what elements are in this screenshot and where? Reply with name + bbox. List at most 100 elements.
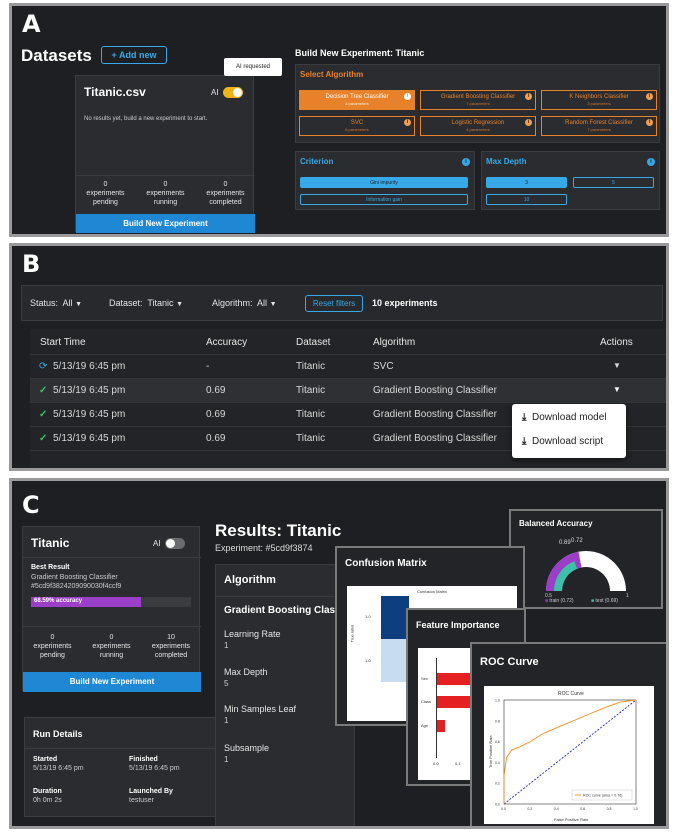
stat-completed: 10 experiments completed [151, 634, 191, 659]
ai-label: AI [153, 539, 161, 548]
info-icon[interactable]: i [404, 119, 411, 126]
run-details-title: Run Details [33, 729, 83, 739]
confusion-cell [381, 639, 409, 682]
build-experiment-title: Build New Experiment: Titanic [295, 48, 425, 58]
table-row[interactable]: ✓ 5/13/19 6:45 pm 0.69 Titanic Gradient … [30, 379, 666, 403]
balanced-accuracy-gauge: 0.69 0.72 0.5 1 [545, 538, 629, 599]
algorithm-header: Algorithm [224, 574, 276, 586]
roc-curve-card: ROC Curve ROC Curve False Positive Rate … [470, 642, 666, 826]
ai-tooltip: AI requested [224, 58, 282, 76]
stat-running: 0 experiments running [146, 181, 185, 206]
max-depth-5[interactable]: 5 [573, 177, 654, 188]
panel-label: A [22, 10, 41, 38]
roc-plot-title: ROC Curve [558, 691, 584, 697]
roc-x-tick: 0.8 [607, 807, 612, 811]
roc-curve-title: ROC Curve [480, 656, 539, 668]
roc-plot: ROC Curve False Positive Rate True Posit… [484, 686, 654, 824]
stat-running: 0 experiments running [92, 634, 131, 659]
roc-y-tick: 0.6 [495, 740, 500, 744]
roc-ylabel: True Positive Rate [488, 734, 493, 768]
best-algorithm: Gradient Boosting Classifier [31, 574, 118, 581]
algo-random-forest[interactable]: Random Forest Classifier 7 parameters i [541, 116, 657, 136]
gauge-max-label: 1 [626, 593, 629, 599]
best-result-label: Best Result [31, 564, 70, 571]
chevron-down-icon: ▼ [75, 301, 82, 308]
chevron-down-icon[interactable]: ▼ [613, 361, 621, 370]
started-label: Started [33, 756, 58, 763]
feature-tick: 0.0 [433, 761, 439, 766]
legend-swatch: ■ [591, 598, 595, 604]
max-depth-title: Max Depth [486, 157, 527, 166]
panel-label: B [22, 250, 41, 278]
ai-toggle[interactable] [223, 87, 243, 98]
feature-label: Sex [421, 676, 428, 681]
criterion-card: Criterion i Gini impurity Information ga… [295, 151, 475, 210]
build-experiment-button[interactable]: Build New Experiment [76, 214, 255, 233]
info-icon[interactable]: i [404, 93, 411, 100]
algorithm-name: Gradient Boosting Classi [224, 605, 344, 616]
param-name: Subsample [224, 743, 270, 753]
build-experiment-button[interactable]: Build New Experiment [23, 672, 201, 692]
stat-pending: 0 experiments pending [33, 634, 72, 659]
algorithm-filter[interactable]: Algorithm: All ▼ [212, 298, 277, 308]
card-divider [23, 626, 201, 627]
criterion-information-gain[interactable]: Information gain [300, 194, 468, 205]
finished-label: Finished [129, 756, 158, 763]
accuracy-text: 68.59% accuracy [34, 598, 83, 604]
status-filter[interactable]: Status: All ▼ [30, 298, 82, 308]
panel-c: C Titanic AI Best Result Gradient Boosti… [9, 478, 669, 829]
gauge-value-label: 0.72 [571, 538, 583, 544]
info-icon[interactable]: i [525, 119, 532, 126]
algo-decision-tree[interactable]: Decision Tree Classifier 4 parameters i [299, 90, 415, 110]
roc-legend-box [571, 789, 633, 801]
algo-logistic-regression[interactable]: Logistic Regression 4 parameters i [420, 116, 536, 136]
info-icon[interactable]: i [525, 93, 532, 100]
dataset-filter[interactable]: Dataset: Titanic ▼ [109, 298, 184, 308]
download-script-item[interactable]: ⤓ Download script [522, 436, 604, 447]
roc-diagonal [503, 699, 637, 805]
dataset-card-title: Titanic.csv [84, 85, 146, 99]
roc-x-tick: 0.6 [580, 807, 585, 811]
legend-train: ■ train (0.72) [545, 598, 574, 604]
algo-k-neighbors[interactable]: K Neighbors Classifier 3 parameters i [541, 90, 657, 110]
reset-filters-button[interactable]: Reset filters [305, 295, 363, 312]
max-depth-10[interactable]: 10 [486, 194, 567, 205]
titanic-card-title: Titanic [31, 536, 70, 550]
criterion-gini[interactable]: Gini impurity [300, 177, 468, 188]
add-new-button[interactable]: + Add new [101, 46, 167, 64]
balanced-accuracy-card: Balanced Accuracy 0.69 0.72 0.5 1 ■ trai… [509, 509, 663, 609]
roc-y-tick: 0.2 [495, 782, 500, 786]
started-value: 5/13/19 6:45 pm [33, 765, 84, 772]
max-depth-card: Max Depth i 3 5 10 [481, 151, 660, 210]
confusion-plot-title: Confusion Matrix [417, 589, 448, 594]
check-icon: ✓ [39, 433, 48, 444]
chevron-down-icon[interactable]: ▼ [613, 385, 621, 394]
stat-pending: 0 experiments pending [86, 181, 125, 206]
roc-legend-label: ROC curve (area = 0.76) [583, 794, 622, 798]
download-model-item[interactable]: ⤓ Download model [522, 412, 607, 423]
max-depth-3[interactable]: 3 [486, 177, 567, 188]
refresh-icon: ⟳ [39, 361, 48, 372]
legend-swatch: ■ [545, 598, 549, 604]
table-row[interactable]: ✓ 5/13/19 6:45 pm 0.69 Titanic Gradient … [30, 427, 666, 451]
table-row[interactable]: ✓ 5/13/19 6:45 pm 0.69 Titanic Gradient … [30, 403, 666, 427]
info-icon[interactable]: i [647, 158, 655, 166]
check-icon: ✓ [39, 385, 48, 396]
info-icon[interactable]: i [646, 119, 653, 126]
feature-importance-title: Feature Importance [416, 620, 500, 630]
table-row[interactable]: ⟳ 5/13/19 6:45 pm - Titanic SVC ▼ [30, 355, 666, 379]
criterion-title: Criterion [300, 157, 334, 166]
info-icon[interactable]: i [462, 158, 470, 166]
roc-y-tick: 0.8 [495, 719, 500, 723]
panel-b: B Status: All ▼ Dataset: Titanic ▼ Algor… [9, 243, 669, 471]
algo-svc[interactable]: SVC 6 parameters i [299, 116, 415, 136]
ai-toggle[interactable] [165, 538, 185, 549]
dataset-card: Titanic.csv AI No results yet, build a n… [75, 75, 255, 233]
balanced-accuracy-title: Balanced Accuracy [519, 519, 593, 528]
info-icon[interactable]: i [646, 93, 653, 100]
finished-value: 5/13/19 6:45 pm [129, 765, 180, 772]
param-value: 1 [224, 716, 229, 725]
no-results-text: No results yet, build a new experiment t… [84, 116, 208, 122]
algo-gradient-boosting[interactable]: Gradient Boosting Classifier 7 parameters… [420, 90, 536, 110]
panel-a: A Datasets + Add new Titanic.csv AI No r… [9, 3, 669, 237]
